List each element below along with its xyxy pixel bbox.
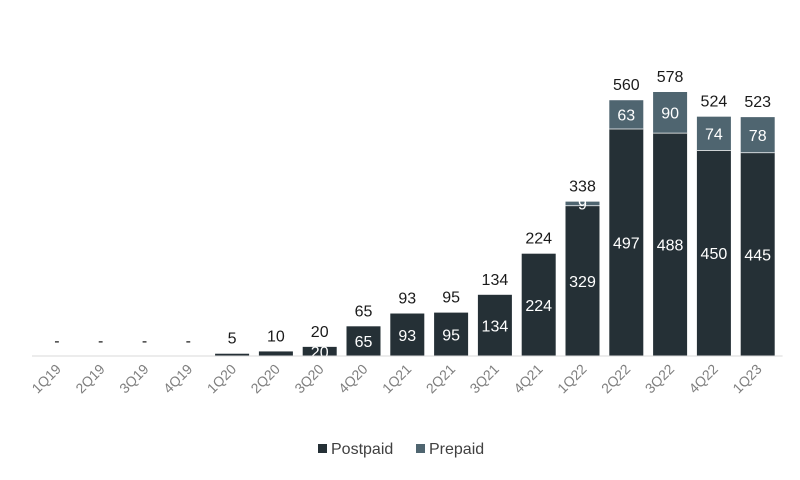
total-label-3q21: 134 — [482, 272, 509, 289]
bar-postpaid-2q22 — [609, 128, 644, 356]
x-tick-label-2q20: 2Q20 — [247, 361, 283, 397]
bar-postpaid-1q23 — [740, 152, 775, 356]
data-label-prepaid-2q22: 63 — [617, 108, 635, 125]
total-label-3q22: 578 — [657, 69, 684, 86]
bars-layer: 20 65 93 95 134 224 329 9 497 63 488 90 450 74 445 78 — [215, 92, 775, 361]
x-tick-label-3q19: 3Q19 — [116, 361, 152, 397]
bar-postpaid-3q21 — [477, 294, 512, 356]
legend-label-postpaid: Postpaid — [331, 441, 393, 458]
data-label-prepaid-3q22: 90 — [661, 106, 679, 123]
bar-prepaid-4q22 — [696, 116, 731, 151]
x-tick-label-4q19: 4Q19 — [160, 361, 196, 397]
data-label-postpaid-3q21: 134 — [482, 318, 509, 335]
bar-prepaid-2q22 — [609, 100, 644, 129]
bar-prepaid-1q23 — [740, 117, 775, 153]
x-tick-label-1q22: 1Q22 — [554, 361, 590, 397]
data-label-postpaid-4q22: 450 — [701, 246, 728, 263]
total-label-4q22: 524 — [701, 94, 728, 111]
x-tick-label-2q21: 2Q21 — [423, 361, 459, 397]
data-label-prepaid-4q22: 74 — [705, 127, 723, 144]
x-tick-label-1q23: 1Q23 — [729, 361, 765, 397]
total-label-4q20: 65 — [355, 303, 373, 320]
bar-postpaid-2q20 — [258, 351, 293, 356]
bar-postpaid-4q22 — [696, 150, 731, 356]
total-label-2q20: 10 — [267, 328, 285, 345]
x-tick-label-3q22: 3Q22 — [642, 361, 678, 397]
data-label-postpaid-3q20: 20 — [311, 344, 329, 361]
x-tick-label-2q19: 2Q19 — [72, 361, 108, 397]
total-label-1q20: 5 — [228, 331, 237, 348]
data-label-postpaid-1q21: 93 — [398, 328, 416, 345]
total-label-2q22: 560 — [613, 77, 640, 94]
data-label-postpaid-2q21: 95 — [442, 327, 460, 344]
x-tick-label-3q20: 3Q20 — [291, 361, 327, 397]
total-label-2q19: - — [98, 333, 103, 350]
data-label-postpaid-4q21: 224 — [525, 298, 552, 315]
bar-postpaid-3q20 — [302, 346, 337, 356]
total-label-1q19: - — [54, 333, 59, 350]
bar-postpaid-1q22 — [565, 205, 600, 356]
total-label-2q21: 95 — [442, 290, 460, 307]
legend: Postpaid Prepaid — [318, 441, 484, 458]
bar-postpaid-1q21 — [390, 313, 425, 356]
x-tick-label-1q20: 1Q20 — [204, 361, 240, 397]
x-tick-label-2q22: 2Q22 — [598, 361, 634, 397]
bar-postpaid-1q20 — [215, 353, 250, 356]
bar-postpaid-4q21 — [521, 253, 556, 356]
bar-prepaid-1q22 — [565, 201, 600, 206]
total-label-1q22: 338 — [569, 179, 596, 196]
total-label-3q19: - — [142, 333, 147, 350]
data-label-prepaid-1q22: 9 — [578, 197, 587, 214]
total-label-4q21: 224 — [525, 231, 552, 248]
bar-prepaid-3q22 — [653, 92, 688, 134]
x-tick-label-4q21: 4Q21 — [510, 361, 546, 397]
data-label-postpaid-1q23: 445 — [744, 247, 771, 264]
total-label-1q21: 93 — [398, 291, 416, 308]
x-tick-label-1q19: 1Q19 — [28, 361, 64, 397]
data-label-postpaid-1q22: 329 — [569, 274, 596, 291]
legend-label-prepaid: Prepaid — [429, 441, 484, 458]
total-label-4q19: - — [186, 333, 191, 350]
total-labels-layer: - - - - 5 10 20 65 93 95 134 224 338 560 578 524 523 — [54, 69, 771, 350]
bar-postpaid-3q22 — [653, 133, 688, 356]
legend-swatch-postpaid — [318, 444, 327, 453]
x-axis-tick-labels: 1Q19 2Q19 3Q19 4Q19 1Q20 2Q20 3Q20 4Q20 1Q21 2Q21… — [28, 361, 764, 397]
x-tick-label-4q22: 4Q22 — [685, 361, 721, 397]
legend-swatch-prepaid — [416, 444, 425, 453]
total-label-1q23: 523 — [744, 94, 771, 111]
data-label-postpaid-2q22: 497 — [613, 235, 640, 252]
x-tick-label-3q21: 3Q21 — [466, 361, 502, 397]
data-label-prepaid-1q23: 78 — [749, 128, 767, 145]
x-tick-label-1q21: 1Q21 — [379, 361, 415, 397]
data-label-postpaid-3q22: 488 — [657, 238, 684, 255]
total-label-3q20: 20 — [311, 324, 329, 341]
x-tick-label-4q20: 4Q20 — [335, 361, 371, 397]
data-label-postpaid-4q20: 65 — [355, 334, 373, 351]
bar-postpaid-4q20 — [346, 326, 381, 356]
bar-postpaid-2q21 — [434, 312, 469, 356]
